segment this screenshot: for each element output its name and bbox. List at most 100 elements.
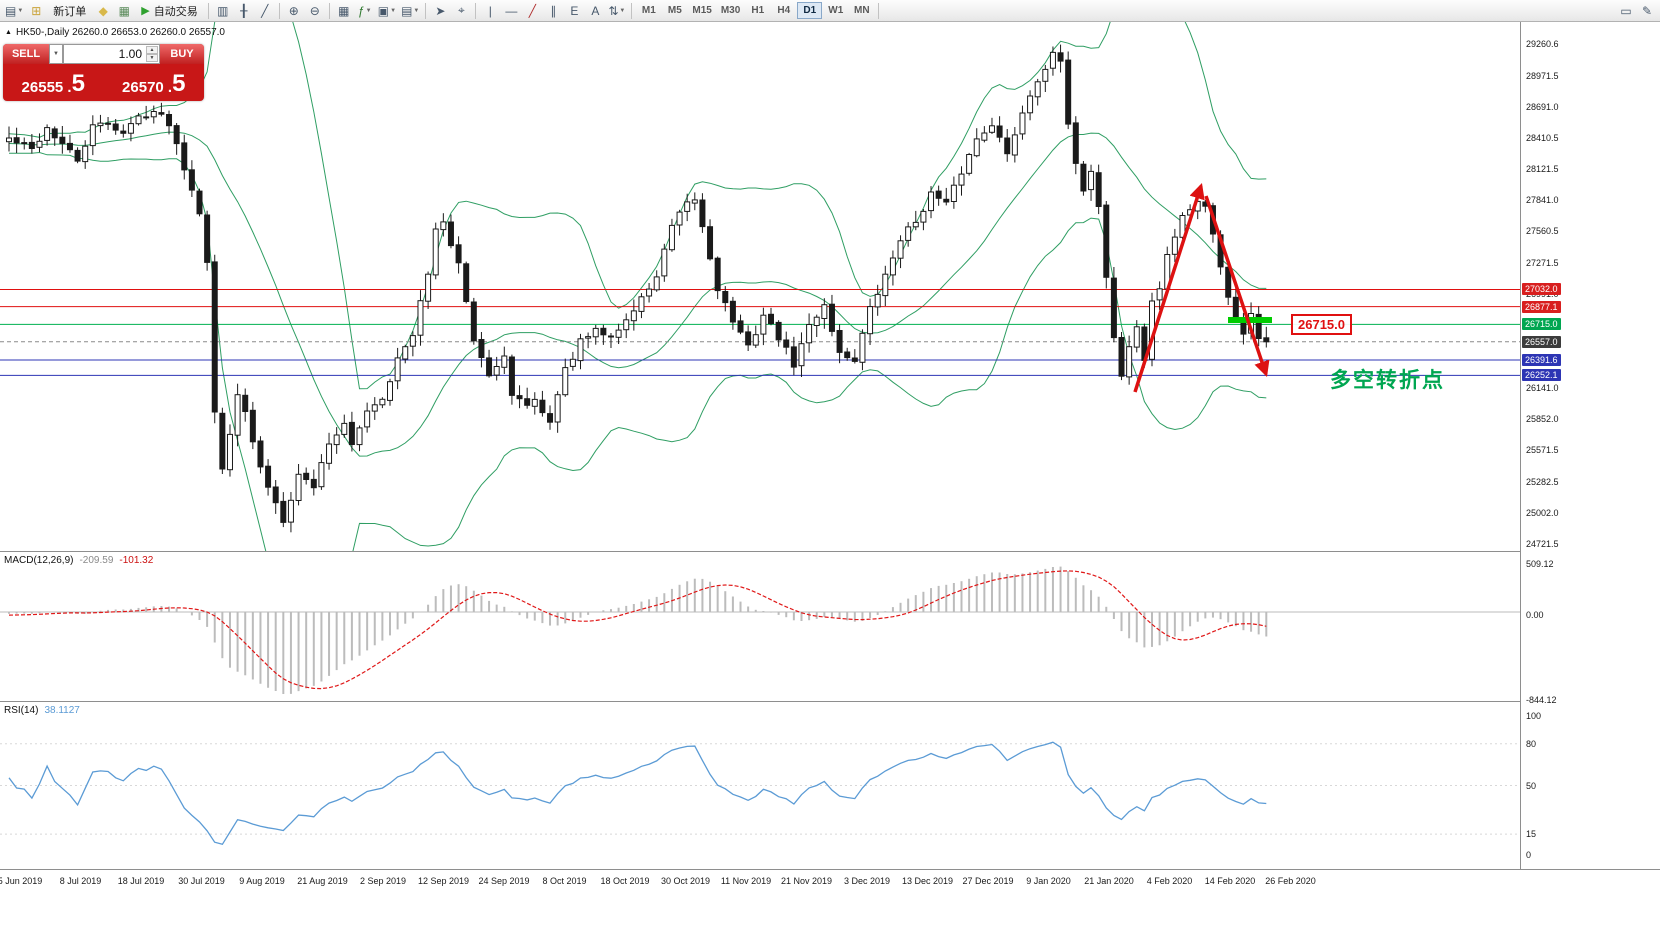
volume-input[interactable]: 1.00 ▲ ▼ <box>63 44 160 64</box>
date-label: 9 Aug 2019 <box>239 876 285 886</box>
price-tick: 25571.5 <box>1526 445 1559 456</box>
toolbar-separator <box>878 2 880 19</box>
zoom-out-icon[interactable]: ⊖ <box>309 3 320 18</box>
rsi-header: RSI(14) 38.1127 <box>4 705 80 716</box>
timeframe-h1-button[interactable]: H1 <box>751 5 765 16</box>
timeframe-w1-button[interactable]: W1 <box>828 5 844 16</box>
text-icon[interactable]: A <box>591 3 600 18</box>
timeframe-mn-button[interactable]: MN <box>854 5 870 16</box>
sell-button[interactable]: SELL <box>3 44 49 64</box>
templates-icon[interactable]: ▤ ▼ <box>401 3 420 18</box>
indicators-icon[interactable]: ƒ ▼ <box>357 3 372 18</box>
crosshair-icon[interactable]: ⌖ <box>457 3 465 17</box>
date-label: 9 Jan 2020 <box>1026 876 1071 886</box>
one-click-trading-widget: SELL ▼ 1.00 ▲ ▼ BUY 26555 . 5 26570 . 5 <box>3 44 204 101</box>
toolbar-separator <box>631 2 633 19</box>
metaeditor-icon[interactable]: ◆ <box>98 3 108 18</box>
date-label: 5 Jun 2019 <box>0 876 43 886</box>
date-label: 3 Dec 2019 <box>843 876 891 886</box>
line-chart-icon[interactable]: ╱ <box>261 3 269 18</box>
rsi-tick: 0 <box>1526 850 1532 860</box>
macd-panel[interactable] <box>0 552 1520 701</box>
trendline-icon[interactable]: ╱ <box>528 3 536 18</box>
edit-icon[interactable]: ✎ <box>1641 3 1653 18</box>
auto-trading-button[interactable]: ▶ 自动交易 <box>141 5 198 18</box>
timeframe-m1-button[interactable]: M1 <box>641 5 656 16</box>
chart-title: ▲ HK50-,Daily 26260.0 26653.0 26260.0 26… <box>5 27 225 38</box>
volume-decrease-icon[interactable]: ▼ <box>146 54 158 62</box>
tile-windows-icon[interactable]: ▦ <box>338 3 350 18</box>
sell-price-main: 26555 . <box>21 79 72 96</box>
cursor-icon[interactable]: ➤ <box>435 3 446 18</box>
price-callout-label[interactable]: 26715.0 <box>1291 314 1352 335</box>
date-label: 2 Sep 2019 <box>359 876 407 886</box>
buy-price[interactable]: 26570 . 5 <box>104 64 205 101</box>
rsi-value: 38.1127 <box>44 705 80 716</box>
date-label: 8 Jul 2019 <box>59 876 102 886</box>
price-tick: 29260.6 <box>1526 39 1559 49</box>
buy-price-pips: 5 <box>172 70 186 97</box>
price-tick: 28691.0 <box>1526 101 1559 112</box>
candlestick-chart-icon[interactable]: ╂ <box>240 3 248 18</box>
rsi-tick: 50 <box>1526 780 1537 791</box>
date-label: 18 Jul 2019 <box>117 876 165 886</box>
bar-chart-icon[interactable]: ▥ <box>217 3 229 18</box>
price-axis[interactable]: 29260.6 28971.5 28691.0 28410.5 28121.5 27841… <box>1520 22 1660 869</box>
date-label: 21 Jan 2020 <box>1084 876 1134 886</box>
panel-separator[interactable] <box>0 551 1660 552</box>
volume-increase-icon[interactable]: ▲ <box>146 46 158 54</box>
date-label: 26 Feb 2020 <box>1265 876 1316 886</box>
price-tick: 25002.0 <box>1526 508 1559 519</box>
time-axis[interactable]: 5 Jun 2019 8 Jul 2019 18 Jul 2019 30 Jul 20… <box>0 870 1520 894</box>
rsi-label: RSI(14) <box>4 705 39 716</box>
symbol-marker-icon: ▲ <box>5 29 12 36</box>
timeframe-h4-button[interactable]: H4 <box>777 5 791 16</box>
horizontal-line-icon[interactable]: — <box>505 3 518 18</box>
timeframe-m30-button[interactable]: M30 <box>720 5 741 16</box>
price-tick: 26141.0 <box>1526 382 1559 393</box>
toolbar-separator <box>425 2 427 19</box>
vertical-line-icon[interactable]: | <box>488 3 492 18</box>
price-tick: 28121.5 <box>1526 164 1559 175</box>
timeframe-m5-button[interactable]: M5 <box>667 5 682 16</box>
date-label: 24 Sep 2019 <box>478 876 530 886</box>
rsi-tick: 80 <box>1526 738 1537 749</box>
market-watch-icon[interactable]: ▦ <box>118 3 130 18</box>
macd-header: MACD(12,26,9) -209.59 -101.32 <box>4 555 153 566</box>
channel-icon[interactable]: ∥ <box>550 3 557 18</box>
main-chart[interactable] <box>0 22 1520 551</box>
chart-title-text: HK50-,Daily 26260.0 26653.0 26260.0 2655… <box>15 27 225 38</box>
rsi-panel[interactable] <box>0 702 1520 869</box>
date-label: 8 Oct 2019 <box>542 876 587 886</box>
price-tick: 28410.5 <box>1526 132 1559 143</box>
macd-tick: 509.12 <box>1526 559 1554 569</box>
date-label: 21 Nov 2019 <box>780 876 833 886</box>
price-line-label: 27032.0 <box>1522 283 1561 296</box>
date-label: 27 Dec 2019 <box>962 876 1014 886</box>
panel-separator[interactable] <box>0 701 1660 702</box>
price-tick: 27271.5 <box>1526 258 1559 269</box>
price-line-label: 26715.0 <box>1522 318 1561 331</box>
buy-button[interactable]: BUY <box>160 44 204 64</box>
timeframe-m15-button[interactable]: M15 <box>692 5 712 16</box>
toolbar-separator <box>278 2 280 19</box>
volume-spinner[interactable]: ▲ ▼ <box>146 46 158 62</box>
new-chart-icon[interactable]: ▤ ▼ <box>5 3 24 18</box>
buy-price-main: 26570 . <box>122 79 173 96</box>
macd-label: MACD(12,26,9) <box>4 555 74 566</box>
arrows-icon[interactable]: ⇅ ▼ <box>608 3 626 18</box>
order-type-dropdown[interactable]: ▼ <box>49 44 63 64</box>
periods-icon[interactable]: ▣ ▼ <box>377 3 397 18</box>
toolbar-separator <box>207 2 209 19</box>
fibonacci-icon[interactable]: E <box>570 3 579 18</box>
docking-icon[interactable]: ▭ <box>1620 3 1632 18</box>
timeframe-d1-button[interactable]: D1 <box>797 2 823 19</box>
price-line-label: 26391.6 <box>1522 354 1561 367</box>
sell-price[interactable]: 26555 . 5 <box>3 64 104 101</box>
rsi-tick: 100 <box>1526 711 1542 721</box>
new-order-icon[interactable]: ⊞ <box>31 3 42 18</box>
new-order-button[interactable]: 新订单 <box>53 5 87 18</box>
price-line-label: 26557.0 <box>1522 335 1561 348</box>
zoom-in-icon[interactable]: ⊕ <box>288 3 299 18</box>
